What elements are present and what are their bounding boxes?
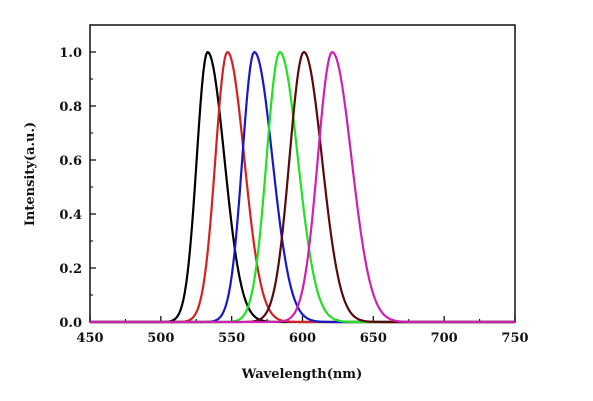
series-line-3	[90, 50, 515, 324]
x-axis-ticks: 450 500 550 600 650 700 750	[76, 316, 529, 346]
series-line-4	[90, 50, 515, 324]
series-line-2	[90, 50, 515, 324]
series-line-6	[90, 50, 515, 324]
y-tick-label: 0.2	[59, 262, 82, 277]
y-tick-label: 0.8	[59, 100, 82, 115]
y-tick-label: 0.0	[59, 316, 82, 331]
x-tick-label: 750	[501, 331, 528, 346]
y-tick-label: 0.6	[59, 154, 82, 169]
y-axis-title: Intensity(a.u.)	[23, 122, 38, 226]
series-line-5	[90, 50, 515, 324]
y-tick-label: 0.4	[59, 208, 82, 223]
series-layer	[90, 50, 515, 324]
plot-frame	[89, 24, 516, 323]
x-tick-label: 450	[76, 331, 103, 346]
x-axis-title: Wavelength(nm)	[241, 367, 362, 382]
series-line-1	[90, 50, 515, 324]
y-tick-label: 1.0	[59, 46, 82, 61]
y-axis-ticks: 0.0 0.2 0.4 0.6 0.8 1.0	[59, 24, 96, 331]
x-tick-label: 550	[218, 331, 245, 346]
x-tick-label: 600	[289, 331, 316, 346]
x-tick-label: 650	[360, 331, 387, 346]
x-tick-label: 700	[431, 331, 458, 346]
x-tick-label: 500	[147, 331, 174, 346]
